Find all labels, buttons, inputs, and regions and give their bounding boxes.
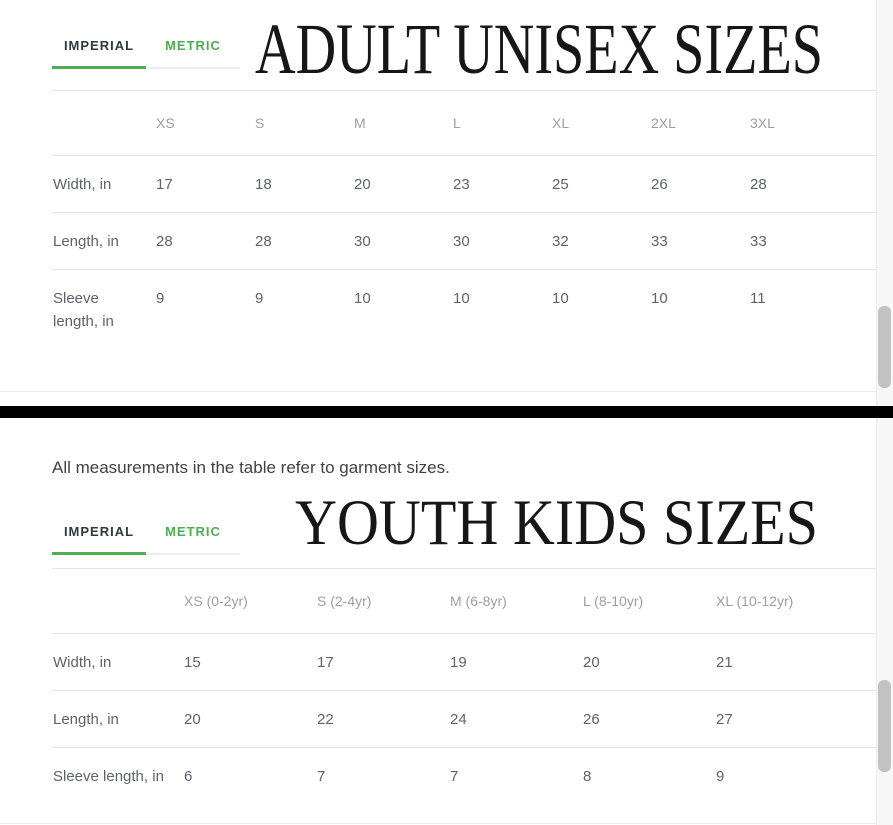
youth-size-table: XS (0-2yr) S (2-4yr) M (6-8yr) L (8-10yr) XL…: [52, 568, 877, 804]
size-value-cell: 25: [551, 155, 650, 213]
size-value-cell: 26: [650, 155, 749, 213]
page-bottom-edge: [0, 823, 893, 824]
widget-bottom-edge: [0, 391, 893, 392]
row-label: Length, in: [52, 212, 155, 270]
youth-scrollbar-thumb[interactable]: [878, 680, 891, 772]
youth-section-title: YOUTH KIDS SIZES: [295, 487, 818, 558]
size-column-header: M (6-8yr): [449, 568, 582, 634]
size-value-cell: 33: [650, 212, 749, 270]
size-value-cell: 17: [155, 155, 254, 213]
row-label: Length, in: [52, 690, 183, 748]
size-value-cell: 9: [716, 768, 725, 785]
size-column-header: L: [452, 90, 551, 156]
adult-title-text: ADULT UNISEX SIZES: [255, 9, 823, 80]
size-value-cell: 8: [583, 768, 592, 785]
size-value-cell: 17: [316, 633, 449, 691]
row-label: Sleeve length, in: [53, 768, 164, 785]
size-column-header: XS: [155, 90, 254, 156]
adult-sizes-section: IMPERIAL METRIC ADULT UNISEX SIZES XS S M L…: [0, 0, 893, 406]
size-value-cell: 24: [449, 690, 582, 748]
size-value-cell: 10: [651, 290, 668, 307]
size-value-cell: 11: [750, 290, 766, 307]
size-value-cell: 28: [749, 155, 877, 213]
size-column-header: S: [254, 90, 353, 156]
measurement-row: Sleeve length, in 6 7 7 8 9: [52, 748, 877, 805]
measurement-note: All measurements in the table refer to g…: [52, 458, 450, 477]
tab-metric[interactable]: METRIC: [165, 524, 221, 539]
tab-imperial[interactable]: IMPERIAL: [52, 26, 146, 69]
youth-title-text: YOUTH KIDS SIZES: [295, 487, 818, 558]
size-value-cell: 32: [551, 212, 650, 270]
youth-section-header: IMPERIAL METRIC YOUTH KIDS SIZES: [0, 486, 893, 568]
size-value-cell: 20: [183, 690, 316, 748]
measurement-row: Length, in 28 28 30 30 32 33 33: [52, 212, 877, 270]
measurement-row: Sleeve length, in 9 9 10 10 10 10 11: [52, 270, 877, 350]
size-value-cell: 9: [255, 290, 264, 307]
size-column-header: XS (0-2yr): [183, 568, 316, 634]
tab-metric[interactable]: METRIC: [165, 38, 221, 53]
youth-scrollbar[interactable]: [876, 418, 893, 825]
measurement-row: Width, in 15 17 19 20 21: [52, 633, 877, 691]
size-value-cell: 21: [715, 633, 877, 691]
size-value-cell: 20: [353, 155, 452, 213]
size-column-header: XL: [551, 90, 650, 156]
tab-imperial[interactable]: IMPERIAL: [52, 512, 146, 555]
size-value-cell: 9: [156, 290, 165, 307]
adult-scrollbar-thumb[interactable]: [878, 306, 891, 388]
size-value-cell: 23: [452, 155, 551, 213]
size-value-cell: 7: [450, 768, 459, 785]
size-value-cell: 10: [354, 290, 371, 307]
size-value-cell: 15: [183, 633, 316, 691]
youth-unit-tabs: IMPERIAL METRIC: [52, 512, 240, 555]
size-value-cell: 10: [453, 290, 470, 307]
size-value-cell: 10: [552, 290, 569, 307]
size-value-cell: 19: [449, 633, 582, 691]
size-value-cell: 30: [353, 212, 452, 270]
size-column-header: XL (10-12yr): [715, 568, 877, 634]
size-column-header: S (2-4yr): [316, 568, 449, 634]
size-column-header: 2XL: [650, 90, 749, 156]
adult-size-table: XS S M L XL 2XL 3XL Width, in 17 18 20 23 25 26 28 Len…: [52, 90, 877, 349]
size-value-cell: 27: [715, 690, 877, 748]
corner-cell: [52, 568, 183, 634]
size-value-cell: 18: [254, 155, 353, 213]
adult-section-title: ADULT UNISEX SIZES: [255, 9, 823, 80]
adult-unit-tabs: IMPERIAL METRIC: [52, 26, 240, 69]
size-value-cell: 22: [316, 690, 449, 748]
size-value-cell: 26: [582, 690, 715, 748]
adult-scrollbar[interactable]: [876, 0, 893, 406]
size-value-cell: 28: [155, 212, 254, 270]
size-value-cell: 6: [184, 768, 193, 785]
size-column-header: 3XL: [749, 90, 877, 156]
section-divider: [0, 406, 893, 418]
youth-column-header-row: XS (0-2yr) S (2-4yr) M (6-8yr) L (8-10yr) XL…: [52, 568, 877, 634]
youth-sizes-section: All measurements in the table refer to g…: [0, 418, 893, 825]
size-value-cell: 33: [749, 212, 877, 270]
size-column-header: L (8-10yr): [582, 568, 715, 634]
adult-column-header-row: XS S M L XL 2XL 3XL: [52, 90, 877, 156]
measurement-row: Length, in 20 22 24 26 27: [52, 690, 877, 748]
size-column-header: M: [353, 90, 452, 156]
size-value-cell: 20: [582, 633, 715, 691]
row-label: Width, in: [52, 633, 183, 691]
row-label: Width, in: [52, 155, 155, 213]
size-value-cell: 7: [317, 768, 326, 785]
adult-section-header: IMPERIAL METRIC ADULT UNISEX SIZES: [0, 0, 893, 90]
size-value-cell: 28: [254, 212, 353, 270]
size-value-cell: 30: [452, 212, 551, 270]
corner-cell: [52, 90, 155, 156]
measurement-row: Width, in 17 18 20 23 25 26 28: [52, 155, 877, 213]
row-label: Sleeve length, in: [53, 290, 114, 330]
